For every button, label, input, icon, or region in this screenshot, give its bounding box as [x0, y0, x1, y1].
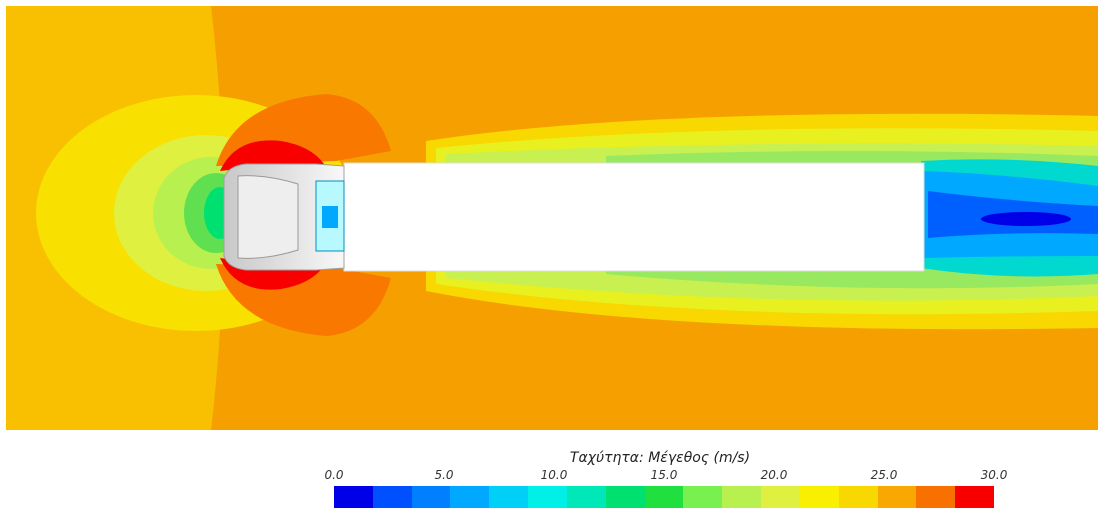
contour-svg [6, 6, 1098, 430]
legend-tick-label: 20.0 [760, 468, 788, 482]
legend-swatch [334, 486, 373, 508]
legend-swatch [799, 486, 839, 508]
legend-title: Ταχύτητα: Μέγεθος (m/s) [569, 450, 751, 466]
legend-swatch [916, 486, 956, 508]
cab-windshield [237, 175, 299, 259]
legend-tick-label: 10.0 [540, 468, 568, 482]
legend-swatch [489, 486, 529, 508]
cab-gap-inner [322, 206, 338, 228]
acceleration-zone-top-inner [220, 140, 324, 171]
wake-core [981, 212, 1071, 226]
legend-tick-label: 25.0 [870, 468, 898, 482]
legend-swatch [372, 486, 412, 508]
legend-swatch [722, 486, 762, 508]
legend-swatch [838, 486, 878, 508]
legend-tick-label: 15.0 [650, 468, 678, 482]
legend-swatch [566, 486, 606, 508]
legend-swatch [411, 486, 451, 508]
legend-swatch [683, 486, 723, 508]
legend-swatch [877, 486, 917, 508]
legend-swatch [761, 486, 800, 508]
trailer-body [343, 162, 925, 272]
legend-tick-label: 5.0 [434, 468, 454, 482]
legend-swatch [528, 486, 567, 508]
legend-swatch [955, 486, 995, 508]
legend-ticks: 0.0 5.0 10.0 15.0 20.0 25.0 30.0 [310, 468, 1010, 484]
legend-swatch [605, 486, 645, 508]
velocity-contour-plot [6, 6, 1098, 430]
legend-swatch [644, 486, 684, 508]
legend-swatch [450, 486, 490, 508]
legend-tick-label: 0.0 [324, 468, 344, 482]
color-legend: Ταχύτητα: Μέγεθος (m/s) 0.0 5.0 10.0 15.0 20… [310, 446, 1010, 510]
legend-tick-label: 30.0 [980, 468, 1008, 482]
legend-colorbar [334, 486, 995, 508]
